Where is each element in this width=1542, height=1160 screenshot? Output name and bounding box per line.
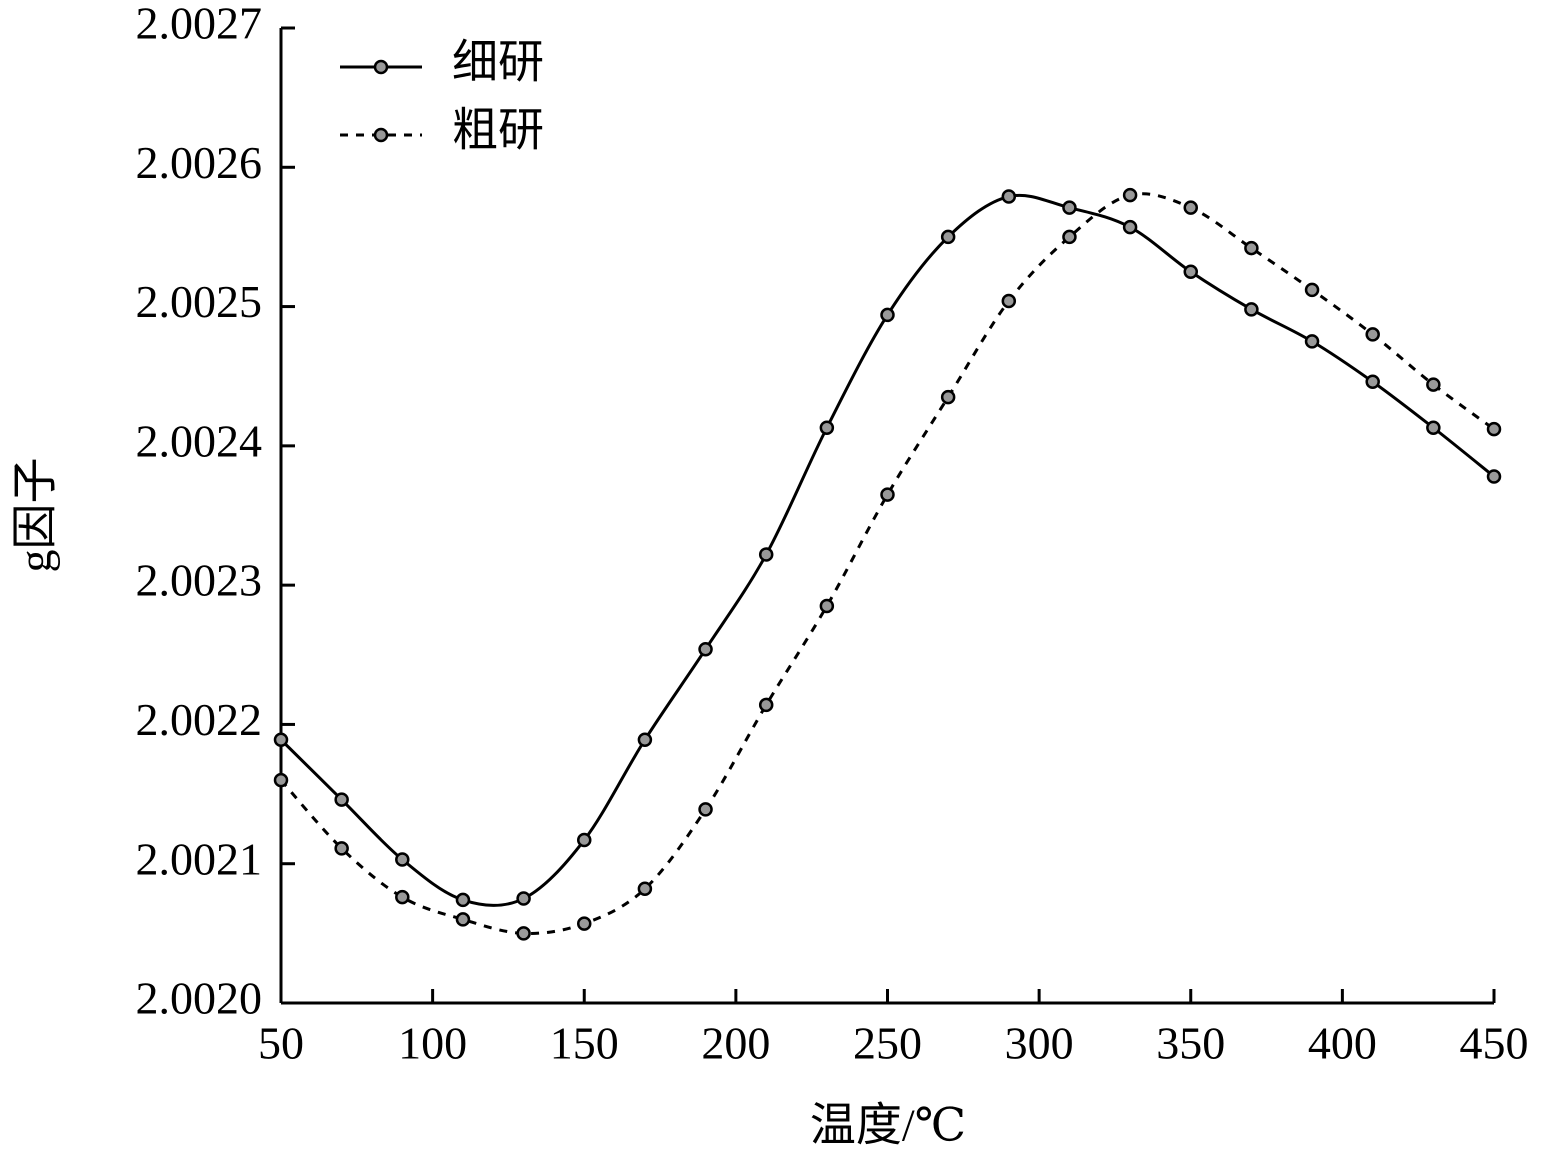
data-point (880, 487, 895, 502)
data-point (1426, 420, 1441, 435)
data-point (577, 916, 592, 931)
y-tick-label: 2.0021 (136, 833, 263, 884)
data-point (1183, 200, 1198, 215)
data-point (1122, 219, 1138, 235)
data-point (637, 732, 653, 747)
data-point (758, 547, 774, 562)
y-axis-label: g因子 (10, 458, 61, 573)
x-tick-label: 100 (398, 1018, 467, 1069)
data-point (1365, 327, 1380, 342)
data-point (1244, 302, 1259, 317)
data-point (273, 732, 289, 747)
data-point (1062, 200, 1077, 215)
data-point (1183, 264, 1198, 279)
x-tick-label: 300 (1005, 1018, 1074, 1069)
data-point (880, 307, 895, 323)
x-tick-label: 350 (1156, 1018, 1225, 1069)
data-point (819, 598, 835, 614)
data-point (698, 641, 713, 657)
y-tick-label: 2.0027 (136, 0, 263, 49)
data-point (698, 802, 713, 817)
data-point (1244, 240, 1259, 256)
data-point (1365, 374, 1380, 390)
data-point (334, 841, 349, 856)
data-point (577, 832, 592, 848)
legend-marker (373, 59, 389, 75)
data-point (1426, 377, 1441, 392)
x-axis-label: 温度/℃ (810, 1100, 966, 1151)
y-tick-label: 2.0026 (136, 137, 263, 188)
data-point (455, 892, 471, 908)
data-point (334, 792, 349, 807)
data-point (455, 912, 471, 927)
data-point (395, 852, 410, 867)
y-tick-label: 2.0025 (136, 276, 263, 327)
data-point (1062, 229, 1077, 245)
x-tick-label: 250 (853, 1018, 922, 1069)
x-tick-label: 50 (258, 1018, 304, 1069)
x-tick-label: 450 (1460, 1018, 1529, 1069)
data-point (516, 891, 531, 906)
data-point (1001, 293, 1017, 309)
legend-label: 细研 (452, 37, 544, 88)
legend-label: 粗研 (452, 105, 544, 156)
y-tick-label: 2.0024 (136, 415, 263, 466)
data-point (1486, 421, 1502, 437)
data-point (1122, 187, 1138, 203)
data-point (1486, 469, 1502, 484)
data-point (819, 420, 835, 435)
series-line (279, 193, 1495, 907)
data-point (395, 889, 410, 905)
y-tick-label: 2.0020 (136, 973, 263, 1024)
data-point (1001, 189, 1017, 204)
x-tick-label: 150 (550, 1018, 619, 1069)
data-point (940, 389, 956, 405)
data-point (1304, 282, 1320, 298)
data-point (940, 229, 956, 245)
y-tick-label: 2.0023 (136, 555, 263, 606)
data-point (273, 772, 289, 788)
y-tick-label: 2.0022 (136, 694, 263, 745)
data-point (1304, 334, 1320, 349)
legend-marker (373, 127, 389, 143)
data-point (516, 926, 531, 941)
x-tick-label: 200 (701, 1018, 770, 1069)
data-point (637, 881, 653, 897)
data-point (758, 697, 774, 713)
x-tick-label: 400 (1308, 1018, 1377, 1069)
series-line (279, 192, 1495, 935)
